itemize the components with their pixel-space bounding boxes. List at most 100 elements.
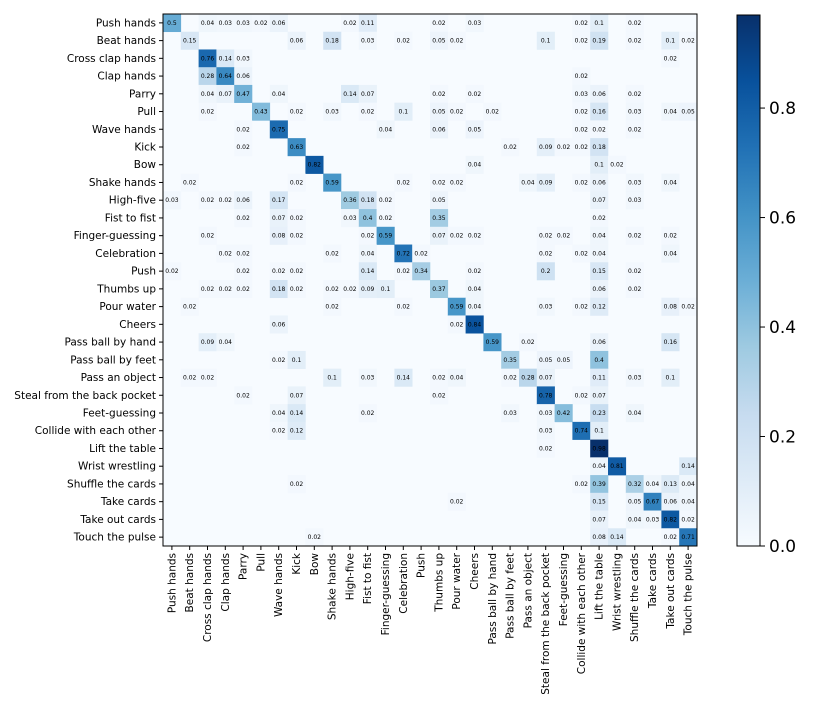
- cell-value-label: 0.02: [521, 339, 535, 346]
- cell-value-label: 0.03: [539, 428, 553, 435]
- heatmap-cell: [341, 209, 360, 228]
- cell-value-label: 0.02: [236, 250, 250, 257]
- heatmap-cell: [554, 350, 573, 369]
- cell-value-label: 0.74: [575, 428, 589, 435]
- heatmap-cell: [447, 173, 466, 192]
- heatmap-cell: [447, 226, 466, 245]
- heatmap-cell: [180, 173, 199, 192]
- heatmap-cell: [643, 510, 662, 529]
- cell-value-label: 0.07: [361, 91, 375, 98]
- y-tick-label: Clap hands: [97, 71, 156, 83]
- x-tick-label: Take out cards: [665, 553, 677, 630]
- heatmap-cell: [412, 244, 431, 263]
- heatmap-cell: [590, 191, 609, 210]
- heatmap-cell: [394, 102, 413, 121]
- y-tick-label: Parry: [129, 88, 156, 100]
- cell-value-label: 0.02: [575, 144, 589, 151]
- cell-value-label: 0.02: [236, 268, 250, 275]
- heatmap-cell: [590, 138, 609, 157]
- cell-value-label: 0.03: [646, 516, 660, 523]
- x-tick-label: Finger-guessing: [380, 553, 392, 635]
- cell-value-label: 0.02: [290, 286, 304, 293]
- heatmap-cell: [358, 368, 377, 387]
- cell-value-label: 0.1: [594, 20, 604, 27]
- cell-value-label: 0.02: [575, 73, 589, 80]
- heatmap-cell: [430, 191, 449, 210]
- cell-value-label: 0.04: [628, 516, 642, 523]
- x-tick-label: Steal from the back pocket: [540, 553, 552, 695]
- heatmap-cell: [483, 333, 502, 352]
- cell-value-label: 0.11: [361, 20, 375, 27]
- cell-value-label: 0.06: [592, 91, 606, 98]
- cell-value-label: 0.02: [628, 20, 642, 27]
- cell-value-label: 0.4: [363, 215, 373, 222]
- heatmap-cell: [216, 191, 235, 210]
- cell-value-label: 0.02: [254, 20, 268, 27]
- cell-value-label: 0.02: [414, 250, 428, 257]
- x-tick-label: Pull: [255, 553, 267, 572]
- heatmap-cell: [216, 14, 235, 33]
- x-tick-label: Bow: [309, 553, 321, 576]
- y-tick-label: Celebration: [95, 248, 156, 260]
- heatmap-cell: [269, 280, 288, 299]
- x-tick-label: Pass ball by feet: [505, 553, 517, 639]
- heatmap-cell: [216, 333, 235, 352]
- cell-value-label: 0.64: [219, 73, 233, 80]
- heatmap-cell: [661, 102, 680, 121]
- cell-value-label: 0.02: [201, 233, 215, 240]
- cell-value-label: 0.03: [236, 55, 250, 62]
- heatmap-cell: [554, 138, 573, 157]
- heatmap-cell: [572, 386, 591, 405]
- cell-value-label: 0.1: [594, 428, 604, 435]
- cell-value-label: 0.16: [592, 109, 606, 116]
- heatmap-cell: [465, 120, 484, 139]
- heatmap-cell: [608, 457, 627, 476]
- cell-value-label: 0.09: [201, 339, 215, 346]
- cell-value-label: 0.02: [664, 534, 678, 541]
- cell-value-label: 0.11: [592, 375, 606, 382]
- cell-value-label: 0.02: [681, 38, 695, 45]
- heatmap-cell: [376, 226, 395, 245]
- cell-value-label: 0.59: [379, 233, 393, 240]
- heatmap-cell: [198, 84, 217, 103]
- cell-value-label: 0.5: [167, 20, 177, 27]
- cell-value-label: 0.02: [236, 215, 250, 222]
- cell-value-label: 0.18: [592, 144, 606, 151]
- cell-value-label: 0.04: [628, 410, 642, 417]
- cell-value-label: 0.67: [646, 499, 660, 506]
- y-tick-label: Push hands: [96, 17, 156, 29]
- heatmap-cell: [287, 475, 306, 494]
- cell-value-label: 0.07: [592, 197, 606, 204]
- heatmap-cell: [305, 155, 324, 174]
- cell-value-label: 0.23: [592, 410, 606, 417]
- cell-value-label: 0.03: [628, 197, 642, 204]
- cell-value-label: 0.14: [290, 410, 304, 417]
- cell-value-label: 0.02: [628, 268, 642, 275]
- heatmap-cell: [625, 120, 644, 139]
- cell-value-label: 0.02: [468, 91, 482, 98]
- x-tick-label: Cross clap hands: [202, 553, 214, 642]
- heatmap-cell: [394, 368, 413, 387]
- heatmap-cell: [180, 31, 199, 50]
- heatmap-cell: [269, 209, 288, 228]
- heatmap-cell: [572, 173, 591, 192]
- x-tick-label: Push: [416, 553, 428, 578]
- cell-value-label: 0.13: [664, 481, 678, 488]
- cell-value-label: 0.98: [592, 445, 606, 452]
- cell-value-label: 0.28: [201, 73, 215, 80]
- cell-value-label: 0.02: [397, 179, 411, 186]
- heatmap-cell: [572, 475, 591, 494]
- cell-value-label: 0.43: [254, 109, 268, 116]
- heatmap-cell: [358, 102, 377, 121]
- cell-value-label: 0.05: [628, 499, 642, 506]
- x-tick-label: Fist to fist: [362, 553, 374, 604]
- cell-value-label: 0.06: [592, 286, 606, 293]
- cell-value-label: 0.1: [381, 286, 391, 293]
- heatmap-cell: [465, 84, 484, 103]
- y-tick-label: Beat hands: [97, 35, 156, 47]
- cell-value-label: 0.02: [183, 304, 197, 311]
- cell-value-label: 0.02: [325, 304, 339, 311]
- heatmap-cell: [358, 209, 377, 228]
- heatmap-cell: [358, 244, 377, 263]
- heatmap-cell: [679, 457, 698, 476]
